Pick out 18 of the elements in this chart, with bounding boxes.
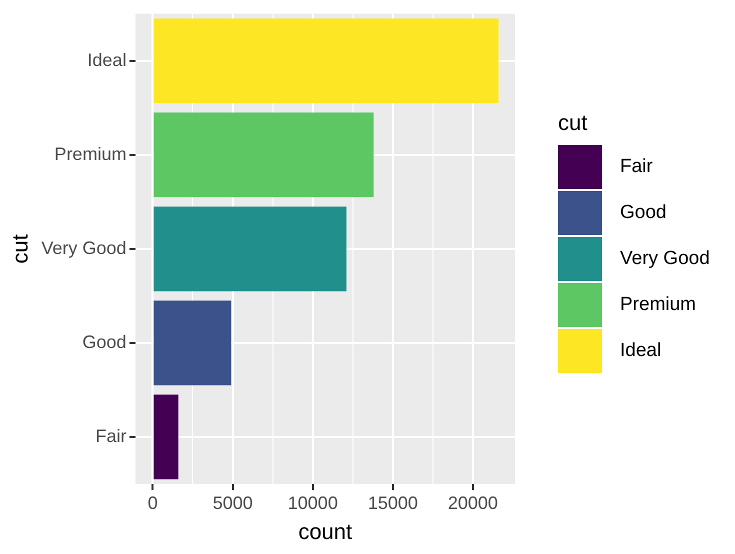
legend-label: Fair xyxy=(620,156,653,178)
y-tick-label: Ideal xyxy=(87,50,126,70)
x-tick-label: 5000 xyxy=(212,492,253,513)
legend-title: cut xyxy=(558,110,588,136)
x-tick-label: 10000 xyxy=(288,492,338,513)
legend-label: Good xyxy=(620,202,666,224)
y-axis-title: cut xyxy=(7,234,32,264)
y-tick-label: Good xyxy=(82,332,126,352)
x-axis-title: count xyxy=(298,518,352,544)
x-tick-label: 20000 xyxy=(448,492,498,513)
y-tick-label: Very Good xyxy=(41,238,126,258)
x-tick-label: 15000 xyxy=(368,492,418,513)
x-tick-label: 0 xyxy=(148,492,158,513)
legend-label: Premium xyxy=(620,294,696,316)
legend-label: Very Good xyxy=(620,248,710,270)
legend-label: Ideal xyxy=(620,340,662,362)
y-tick-label: Premium xyxy=(54,144,126,164)
y-tick-label: Fair xyxy=(95,426,126,446)
